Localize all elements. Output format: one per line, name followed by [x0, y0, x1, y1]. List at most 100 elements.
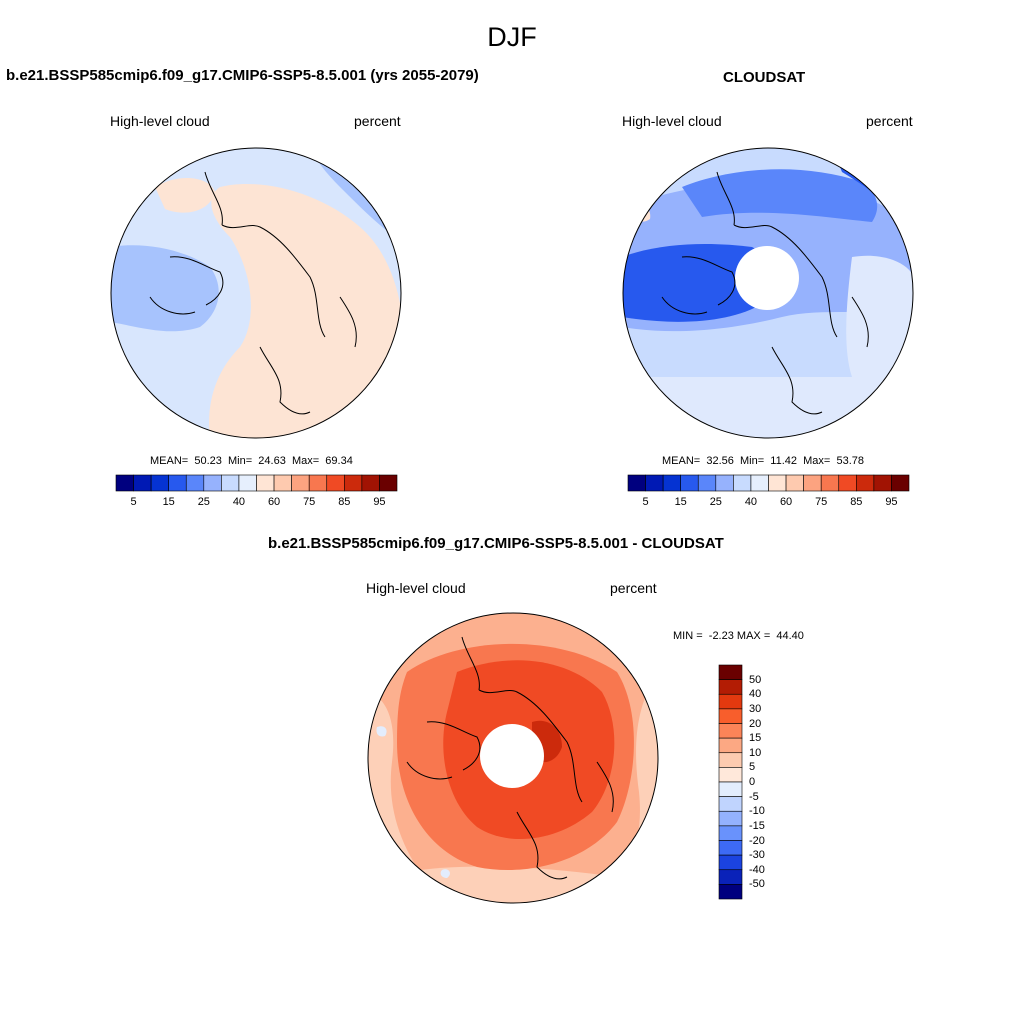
colorbar-swatch: [662, 474, 681, 492]
colorbar-tick-label: 40: [744, 496, 758, 508]
obs-mean-value: 32.56: [706, 455, 734, 467]
diff-panel-title: b.e21.BSSP585cmip6.f09_g17.CMIP6-SSP5-8.…: [268, 535, 724, 552]
colorbar-swatch: [891, 474, 910, 492]
colorbar-tick-label: 75: [303, 496, 316, 508]
colorbar-tick-label: 85: [338, 496, 351, 508]
colorbar-swatch: [718, 840, 743, 856]
model-polar-map: [110, 147, 402, 439]
diff-polar-map: [367, 612, 659, 904]
colorbar-swatch: [326, 474, 345, 492]
colorbar-swatch: [718, 708, 743, 724]
colorbar-tick-label: -15: [749, 819, 765, 832]
colorbar-tick-label: 95: [885, 496, 898, 508]
diff-missing-data-hole: [480, 724, 544, 788]
colorbar-tick-label: 15: [749, 732, 762, 745]
colorbar-swatch: [718, 679, 743, 695]
colorbar-tick-label: 5: [749, 761, 756, 774]
colorbar-swatch: [856, 474, 875, 492]
colorbar-swatch: [308, 474, 328, 492]
diff-units-label: percent: [610, 580, 657, 596]
colorbar-swatch: [273, 474, 292, 492]
colorbar-swatch: [715, 474, 734, 492]
colorbar-swatch: [768, 474, 787, 492]
obs-polar-map: [622, 147, 914, 439]
diff-max-value: 44.40: [776, 630, 804, 642]
obs-variable-label: High-level cloud: [622, 113, 722, 129]
colorbar-swatch: [718, 752, 743, 768]
colorbar-tick-label: -10: [749, 805, 765, 818]
model-colorbar: [115, 474, 398, 492]
model-panel-title: b.e21.BSSP585cmip6.f09_g17.CMIP6-SSP5-8.…: [6, 67, 479, 84]
obs-missing-data-hole: [735, 246, 799, 310]
colorbar-swatch: [344, 474, 363, 492]
colorbar-tick-label: 5: [130, 496, 137, 508]
obs-pale-east: [846, 255, 913, 377]
colorbar-tick-label: 40: [232, 496, 246, 508]
colorbar-tick-label: 25: [197, 496, 210, 508]
colorbar-swatch: [627, 474, 646, 492]
season-title: DJF: [487, 22, 537, 52]
colorbar-swatch: [718, 884, 743, 900]
colorbar-swatch: [718, 869, 743, 885]
obs-deep-blue-core: [623, 244, 776, 322]
diff-coast-lines: [406, 636, 614, 880]
colorbar-tick-label: 10: [749, 746, 762, 759]
colorbar-swatch: [718, 767, 743, 783]
colorbar-swatch: [785, 474, 804, 492]
colorbar-swatch: [379, 474, 398, 492]
obs-colorbar-labels: 5 15 25 40 60 75 85 95: [628, 496, 909, 510]
colorbar-swatch: [221, 474, 240, 492]
colorbar-tick-label: 40: [749, 688, 762, 701]
colorbar-swatch: [733, 474, 752, 492]
colorbar-swatch: [873, 474, 892, 492]
colorbar-tick-label: 15: [674, 496, 687, 508]
model-coast-lines: [149, 171, 357, 415]
colorbar-swatch: [185, 474, 205, 492]
colorbar-swatch: [203, 474, 222, 492]
colorbar-swatch: [361, 474, 380, 492]
obs-max-value: 53.78: [836, 455, 864, 467]
diff-blue-speck-1: [376, 726, 387, 737]
diff-blue-speck-2: [440, 869, 450, 878]
colorbar-swatch: [238, 474, 257, 492]
model-units-label: percent: [354, 113, 401, 129]
model-stats: MEAN= 50.23 Min= 24.63 Max= 69.34: [150, 455, 353, 467]
colorbar-tick-label: 60: [267, 496, 281, 508]
diff-variable-label: High-level cloud: [366, 580, 466, 596]
model-warm-region: [209, 184, 401, 438]
colorbar-swatch: [718, 825, 743, 841]
colorbar-tick-label: -5: [749, 790, 759, 803]
diff-colorbar-labels: 50 40 30 20 15 10 5 0 -5 -10 -15 -20 -30 -40 -50: [749, 665, 789, 899]
model-max-value: 69.34: [325, 455, 353, 467]
colorbar-swatch: [256, 474, 275, 492]
colorbar-swatch: [718, 854, 743, 871]
obs-stats: MEAN= 32.56 Min= 11.42 Max= 53.78: [662, 455, 864, 467]
colorbar-tick-label: 25: [709, 496, 722, 508]
model-warm-region-2: [155, 177, 215, 213]
colorbar-swatch: [838, 474, 857, 492]
obs-panel-title: CLOUDSAT: [723, 69, 806, 86]
colorbar-tick-label: 0: [749, 776, 756, 788]
model-colorbar-labels: 5 15 25 40 60 75 85 95: [116, 496, 397, 510]
colorbar-swatch: [750, 474, 769, 492]
obs-units-label: percent: [866, 113, 913, 129]
obs-coast-lines: [661, 171, 869, 415]
colorbar-tick-label: 60: [779, 496, 793, 508]
colorbar-swatch: [718, 810, 743, 827]
model-min-value: 24.63: [258, 455, 286, 467]
colorbar-swatch: [291, 474, 310, 492]
colorbar-swatch: [168, 474, 187, 492]
obs-tan-spot: [632, 205, 651, 222]
colorbar-tick-label: -30: [749, 849, 765, 862]
colorbar-swatch: [820, 474, 840, 492]
colorbar-swatch: [680, 474, 699, 492]
colorbar-swatch: [718, 737, 743, 754]
model-variable-label: High-level cloud: [110, 113, 210, 129]
obs-pale-south: [623, 377, 913, 438]
colorbar-tick-label: -40: [749, 863, 765, 876]
obs-colorbar: [627, 474, 910, 492]
colorbar-tick-label: 50: [749, 673, 762, 686]
colorbar-tick-label: -20: [749, 834, 765, 847]
colorbar-tick-label: 30: [749, 702, 762, 715]
model-blue-region-west: [111, 245, 219, 332]
